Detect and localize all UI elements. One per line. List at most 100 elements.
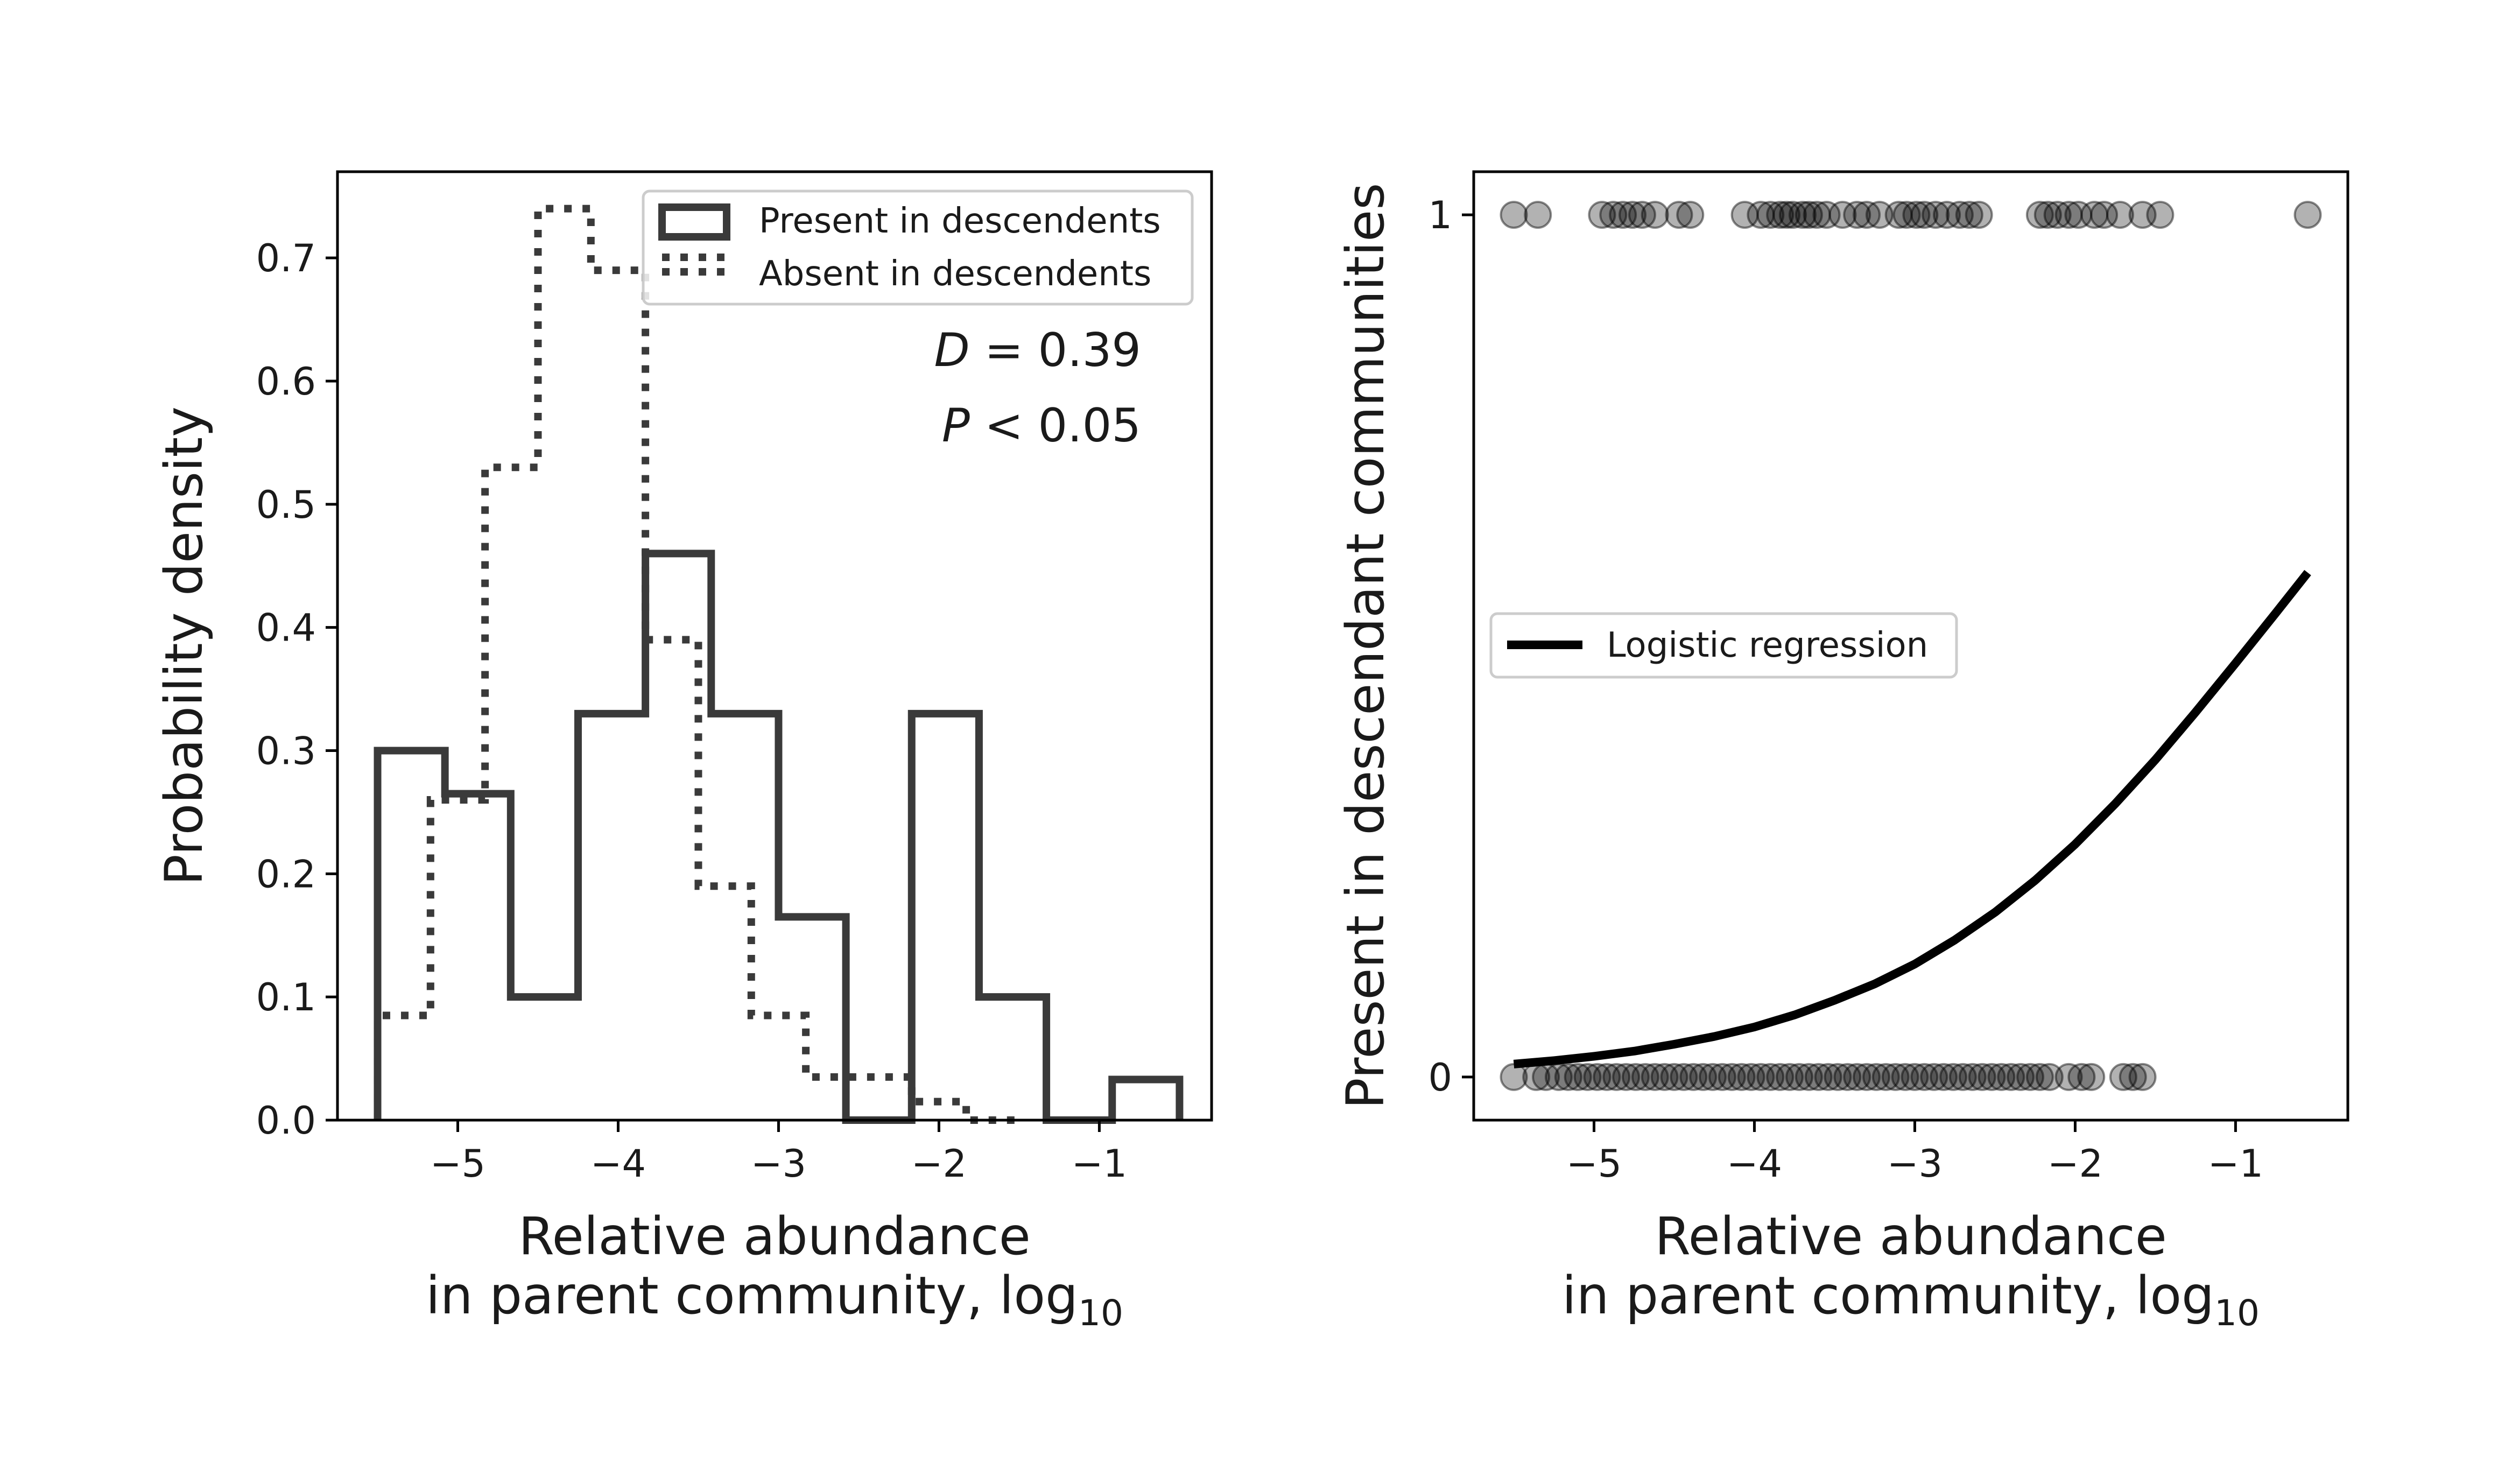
scatter-point-absent bbox=[1747, 1063, 1775, 1091]
scatter-xlabel-line2: in parent community, log10 bbox=[1562, 1265, 2260, 1334]
scatter-point-absent bbox=[1679, 1063, 1708, 1091]
scatter-point-present bbox=[1910, 201, 1939, 229]
scatter-point-absent bbox=[1641, 1063, 1669, 1091]
histogram-ylabel: Probability density bbox=[154, 406, 214, 885]
scatter-point-absent bbox=[1987, 1063, 2016, 1091]
scatter-point-present bbox=[1665, 201, 1693, 229]
histogram-ytick-label: 0.3 bbox=[256, 729, 316, 773]
scatter-point-absent bbox=[1833, 1063, 1862, 1091]
scatter-point-absent bbox=[2128, 1063, 2157, 1091]
scatter-point-absent bbox=[1958, 1063, 1987, 1091]
scatter-point-present bbox=[2128, 201, 2157, 229]
histogram-ytick-label: 0.5 bbox=[256, 483, 316, 527]
scatter-point-absent bbox=[1500, 1063, 1528, 1091]
scatter-point-absent bbox=[1881, 1063, 1910, 1091]
scatter-point-present bbox=[1730, 201, 1759, 229]
scatter-point-present bbox=[1922, 201, 1950, 229]
scatter-point-absent bbox=[1814, 1063, 1842, 1091]
scatter-xlabel-line1: Relative abundance bbox=[1655, 1206, 2167, 1267]
scatter-points-group bbox=[1500, 201, 2322, 1091]
scatter-xtick-label: −3 bbox=[1887, 1142, 1943, 1186]
scatter-point-present bbox=[1500, 201, 1528, 229]
scatter-point-present bbox=[1524, 201, 1552, 229]
scatter-point-absent bbox=[1785, 1063, 1813, 1091]
scatter-point-present bbox=[2025, 201, 2054, 229]
histogram-ticks: −5 −4 −3 −2 −1 0.0 0.1 0.2 0.3 0.4 0.5 0.6 0.7 bbox=[256, 236, 1127, 1186]
scatter-point-absent bbox=[1795, 1063, 1823, 1091]
scatter-xtick-label: −5 bbox=[1566, 1142, 1622, 1186]
stat-p-value: < 0.05 bbox=[970, 399, 1141, 453]
scatter-point-present bbox=[1676, 201, 1705, 229]
scatter-point-absent bbox=[2007, 1063, 2035, 1091]
stat-d-symbol: D bbox=[934, 323, 970, 377]
scatter-point-present bbox=[1619, 201, 1647, 229]
scatter-point-present bbox=[2146, 201, 2175, 229]
scatter-point-absent bbox=[1554, 1063, 1582, 1091]
histogram-xlabel-subscript: 10 bbox=[1078, 1292, 1123, 1334]
histogram-ytick-label: 0.2 bbox=[256, 852, 316, 896]
scatter-point-absent bbox=[1621, 1063, 1650, 1091]
histogram-xlabel-line2-text: in parent community, log bbox=[426, 1265, 1078, 1326]
scatter-point-absent bbox=[1997, 1063, 2025, 1091]
histogram-xtick-label: −1 bbox=[1072, 1142, 1127, 1186]
histogram-xtick-label: −2 bbox=[911, 1142, 967, 1186]
histogram-axes-frame bbox=[336, 170, 1213, 1122]
scatter-point-present bbox=[1933, 201, 1961, 229]
scatter-legend-box bbox=[1489, 612, 1958, 679]
scatter-legend: Logistic regression bbox=[1489, 612, 1958, 679]
histogram-series-group bbox=[374, 205, 1184, 1124]
scatter-point-absent bbox=[2016, 1063, 2044, 1091]
scatter-point-present bbox=[1641, 201, 1669, 229]
histogram-legend: Present in descendents Absent in descend… bbox=[642, 189, 1194, 306]
scatter-point-absent bbox=[1670, 1063, 1698, 1091]
histogram-ytick-label: 0.7 bbox=[256, 236, 316, 280]
scatter-point-present bbox=[1902, 201, 1931, 229]
scatter-xlabel-subscript: 10 bbox=[2214, 1292, 2260, 1334]
histogram-xtick-label: −3 bbox=[751, 1142, 806, 1186]
histogram-ytick-label: 0.6 bbox=[256, 360, 316, 404]
scatter-point-absent bbox=[1862, 1063, 1890, 1091]
scatter-point-present bbox=[2043, 201, 2072, 229]
scatter-point-present bbox=[1756, 201, 1785, 229]
scatter-point-absent bbox=[1708, 1063, 1736, 1091]
scatter-point-present bbox=[1865, 201, 1894, 229]
scatter-point-absent bbox=[2025, 1063, 2054, 1091]
scatter-point-present bbox=[1965, 201, 1993, 229]
scatter-point-absent bbox=[1930, 1063, 1958, 1091]
legend-label-present: Present in descendents bbox=[759, 201, 1161, 241]
scatter-point-present bbox=[1843, 201, 1871, 229]
scatter-ticks: −5 −4 −3 −2 −1 0 1 bbox=[1428, 193, 2263, 1186]
scatter-point-absent bbox=[1871, 1063, 1900, 1091]
scatter-point-absent bbox=[1948, 1063, 1977, 1091]
histogram-absent-step bbox=[374, 205, 1019, 1124]
scatter-xtick-label: −2 bbox=[2047, 1142, 2103, 1186]
scatter-point-present bbox=[1599, 201, 1628, 229]
scatter-point-present bbox=[1828, 201, 1857, 229]
scatter-xlabel-line2-text: in parent community, log bbox=[1562, 1265, 2214, 1326]
scatter-point-absent bbox=[1968, 1063, 1996, 1091]
histogram-ytick-label: 0.0 bbox=[256, 1099, 316, 1143]
scatter-point-absent bbox=[1776, 1063, 1804, 1091]
scatter-point-present bbox=[1747, 201, 1775, 229]
scatter-panel: −5 −4 −3 −2 −1 0 1 Present in descendant commu… bbox=[1335, 170, 2349, 1334]
scatter-axes-frame bbox=[1472, 170, 2349, 1122]
histogram-xtick-label: −5 bbox=[430, 1142, 485, 1186]
scatter-point-absent bbox=[1901, 1063, 1929, 1091]
scatter-point-present bbox=[1766, 201, 1795, 229]
scatter-point-present bbox=[1772, 201, 1801, 229]
scatter-point-absent bbox=[2035, 1063, 2064, 1091]
scatter-point-absent bbox=[1910, 1063, 1939, 1091]
legend-label-absent: Absent in descendents bbox=[759, 254, 1151, 294]
scatter-point-present bbox=[2033, 201, 2062, 229]
legend-swatch-present bbox=[658, 203, 730, 241]
scatter-point-absent bbox=[1660, 1063, 1688, 1091]
stat-p: P < 0.05 bbox=[942, 399, 1141, 453]
scatter-point-present bbox=[1609, 201, 1637, 229]
histogram-xtick-label: −4 bbox=[590, 1142, 646, 1186]
logistic-regression-line bbox=[1513, 569, 2311, 1068]
scatter-point-absent bbox=[2109, 1063, 2137, 1091]
scatter-point-absent bbox=[1573, 1063, 1602, 1091]
scatter-point-absent bbox=[1939, 1063, 1967, 1091]
scatter-point-absent bbox=[2077, 1063, 2106, 1091]
scatter-point-absent bbox=[1718, 1063, 1746, 1091]
